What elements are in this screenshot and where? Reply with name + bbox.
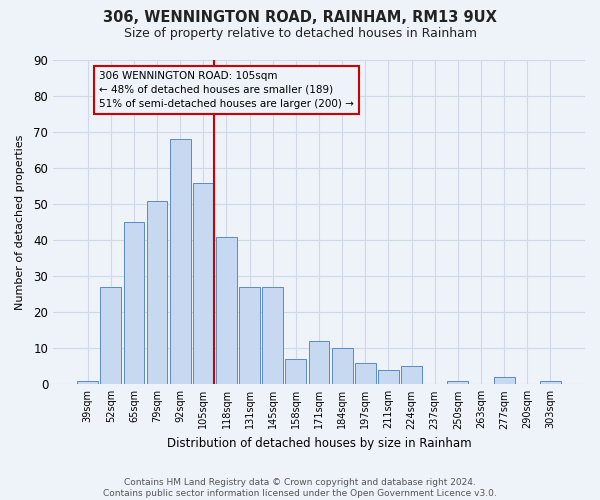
Text: Contains HM Land Registry data © Crown copyright and database right 2024.
Contai: Contains HM Land Registry data © Crown c… — [103, 478, 497, 498]
Bar — [193, 182, 214, 384]
Bar — [100, 287, 121, 384]
Bar — [401, 366, 422, 384]
Bar — [494, 377, 515, 384]
Bar — [332, 348, 353, 384]
Text: 306 WENNINGTON ROAD: 105sqm
← 48% of detached houses are smaller (189)
51% of se: 306 WENNINGTON ROAD: 105sqm ← 48% of det… — [99, 71, 354, 109]
Bar — [216, 236, 237, 384]
Bar — [286, 359, 307, 384]
Text: Size of property relative to detached houses in Rainham: Size of property relative to detached ho… — [124, 28, 476, 40]
Text: 306, WENNINGTON ROAD, RAINHAM, RM13 9UX: 306, WENNINGTON ROAD, RAINHAM, RM13 9UX — [103, 10, 497, 25]
X-axis label: Distribution of detached houses by size in Rainham: Distribution of detached houses by size … — [167, 437, 472, 450]
Bar — [308, 341, 329, 384]
Bar — [448, 380, 468, 384]
Bar — [262, 287, 283, 384]
Bar — [239, 287, 260, 384]
Bar — [355, 362, 376, 384]
Bar — [77, 380, 98, 384]
Bar — [124, 222, 145, 384]
Bar — [146, 200, 167, 384]
Bar — [170, 140, 191, 384]
Bar — [540, 380, 561, 384]
Y-axis label: Number of detached properties: Number of detached properties — [15, 134, 25, 310]
Bar — [378, 370, 399, 384]
